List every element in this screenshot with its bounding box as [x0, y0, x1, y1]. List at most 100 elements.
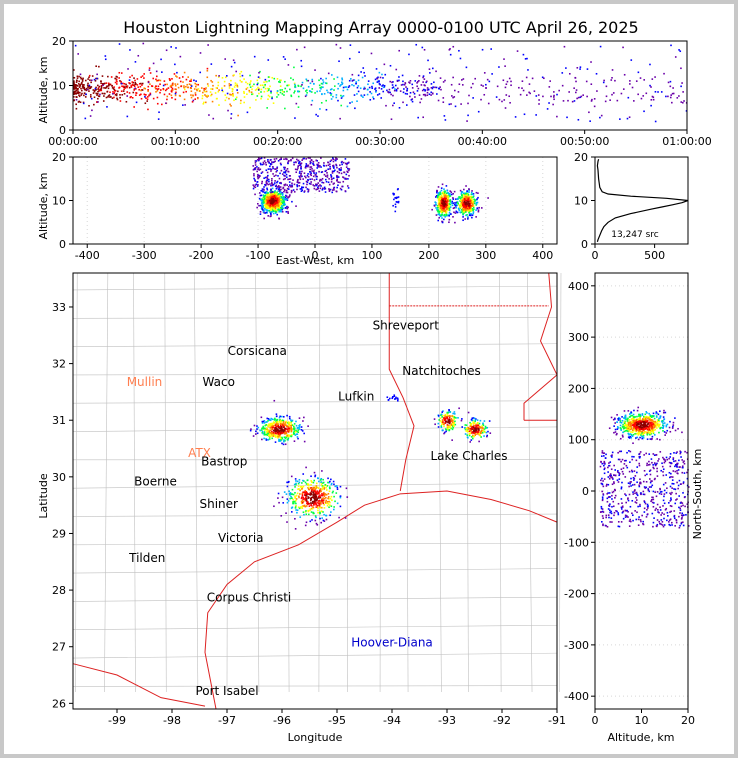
- lightning-source: [347, 187, 350, 189]
- lightning-source: [283, 424, 286, 427]
- lightning-source: [303, 190, 306, 192]
- lightning-source: [546, 108, 549, 110]
- lightning-source: [309, 90, 312, 93]
- lightning-source: [280, 420, 283, 423]
- lightning-source: [290, 507, 293, 509]
- lightning-source: [265, 163, 267, 166]
- lightning-source: [629, 433, 631, 435]
- lightning-source: [299, 176, 301, 179]
- lightning-source: [268, 418, 270, 421]
- lightning-source: [395, 88, 398, 91]
- lightning-source: [315, 183, 317, 186]
- lightning-source: [270, 189, 272, 191]
- lightning-source: [315, 499, 318, 501]
- lightning-source: [162, 84, 165, 87]
- lightning-source: [460, 203, 462, 205]
- lightning-source: [100, 85, 103, 88]
- lightning-source: [283, 190, 285, 193]
- lightning-source: [575, 89, 578, 91]
- lightning-source: [281, 429, 284, 431]
- lightning-source: [263, 197, 266, 200]
- lightning-source: [480, 84, 483, 86]
- lightning-source: [278, 199, 281, 201]
- map-y-tick-label: 33: [52, 301, 66, 314]
- lightning-source: [435, 214, 438, 216]
- lightning-source: [465, 66, 468, 69]
- lightning-source: [286, 481, 288, 484]
- lightning-source: [423, 84, 426, 86]
- lightning-source: [467, 197, 470, 200]
- lightning-source: [331, 172, 334, 174]
- lightning-source: [349, 44, 352, 46]
- lightning-source: [348, 174, 350, 177]
- lightning-source: [324, 191, 327, 193]
- lightning-source: [394, 196, 396, 199]
- lightning-source: [174, 94, 177, 97]
- lightning-source: [266, 205, 268, 208]
- lightning-source: [176, 76, 178, 78]
- lightning-source: [296, 480, 299, 483]
- lightning-source: [679, 50, 682, 53]
- lightning-source: [469, 198, 471, 201]
- lightning-source: [280, 169, 283, 172]
- lightning-source: [211, 81, 214, 83]
- lightning-source: [131, 84, 134, 86]
- lightning-source: [548, 102, 550, 104]
- lightning-source: [321, 470, 323, 472]
- lightning-source: [113, 92, 116, 94]
- lightning-source: [280, 423, 283, 425]
- lightning-source: [646, 433, 649, 436]
- lightning-source: [620, 92, 623, 95]
- lightning-source: [76, 88, 78, 90]
- lightning-source: [304, 505, 307, 508]
- lightning-source: [325, 180, 328, 183]
- lightning-source: [78, 100, 81, 103]
- lightning-source: [304, 496, 307, 498]
- lightning-source: [680, 101, 683, 103]
- lightning-source: [75, 84, 78, 87]
- lightning-source: [445, 192, 448, 195]
- lightning-source: [327, 161, 329, 164]
- lightning-source: [126, 85, 129, 87]
- lightning-source: [303, 480, 305, 482]
- lightning-source: [174, 98, 177, 101]
- lightning-source: [254, 162, 257, 164]
- lightning-source: [322, 500, 325, 503]
- lightning-source: [429, 72, 431, 74]
- lightning-source: [300, 500, 303, 503]
- lightning-source: [323, 485, 325, 487]
- lightning-source: [521, 87, 523, 89]
- lightning-source: [441, 423, 443, 426]
- lightning-source: [297, 106, 300, 108]
- lightning-source: [279, 206, 282, 209]
- lightning-source: [276, 206, 278, 209]
- lightning-source: [268, 430, 271, 432]
- lightning-source: [301, 493, 304, 496]
- lightning-source: [210, 63, 213, 65]
- lightning-source: [297, 426, 299, 429]
- city-label: Shreveport: [373, 319, 440, 333]
- lightning-source: [413, 92, 416, 95]
- lightning-source: [458, 196, 461, 199]
- lightning-source: [337, 176, 340, 178]
- lightning-source: [302, 491, 305, 494]
- lightning-source: [421, 89, 424, 92]
- lightning-source: [281, 429, 284, 432]
- lightning-source: [442, 423, 445, 426]
- lightning-source: [270, 168, 273, 171]
- lightning-source: [480, 432, 482, 435]
- lightning-source: [81, 89, 83, 92]
- figure-frame: Houston Lightning Mapping Array 0000-010…: [4, 4, 734, 754]
- lightning-source: [273, 421, 275, 423]
- lightning-source: [322, 86, 324, 89]
- lightning-source: [315, 504, 318, 506]
- lightning-source: [97, 97, 99, 100]
- lightning-source: [264, 83, 266, 86]
- lightning-source: [192, 94, 194, 97]
- lightning-source: [282, 187, 284, 190]
- city-label: Boerne: [134, 474, 177, 488]
- lightning-source: [444, 119, 447, 121]
- lightning-source: [471, 204, 474, 206]
- lightning-source: [155, 85, 157, 88]
- lightning-source: [176, 83, 179, 85]
